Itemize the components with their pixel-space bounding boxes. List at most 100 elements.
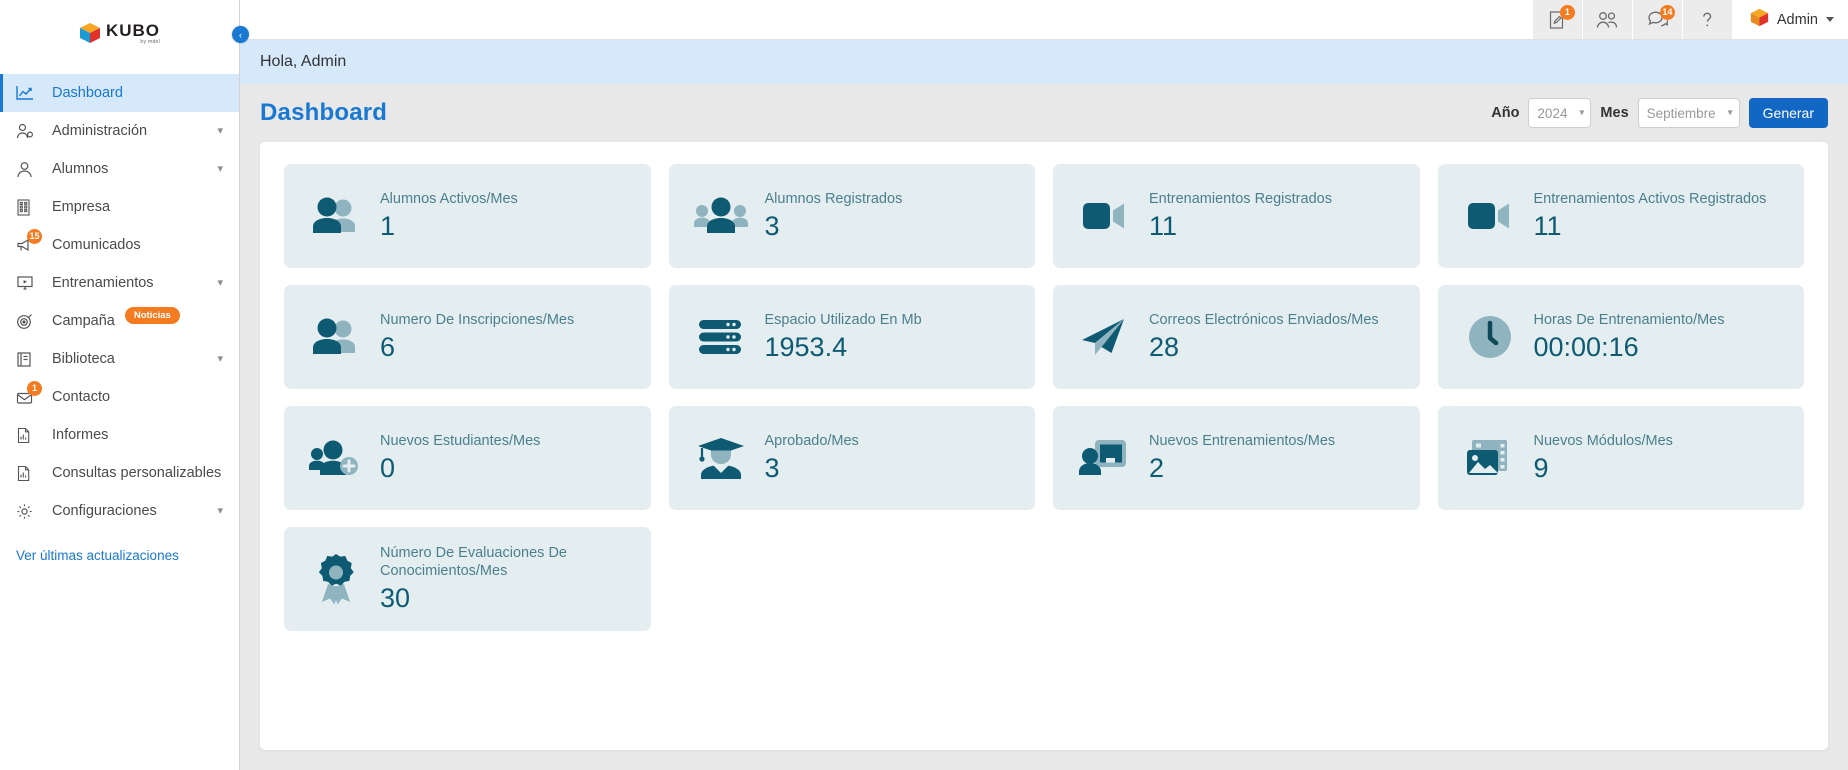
stat-card-label: Numero De Inscripciones/Mes <box>380 312 575 329</box>
note-edit-icon-button[interactable]: 1 <box>1531 0 1582 39</box>
sidebar-nav: Dashboard Administración ▾ <box>0 74 239 563</box>
stat-card-value: 1 <box>380 210 396 241</box>
sidebar-item-label: Administración <box>52 123 148 139</box>
month-label: Mes <box>1600 105 1629 121</box>
stat-card-alumnos-registrados[interactable]: Alumnos Registrados 3 <box>668 164 1035 268</box>
chevron-down-icon[interactable]: ▾ <box>217 352 223 365</box>
stat-card-value: 9 <box>1533 452 1549 483</box>
stat-card-espacio-utilizado-en-mb[interactable]: Espacio Utilizado En Mb 1953.4 <box>668 285 1035 389</box>
chevron-down-icon[interactable]: ▾ <box>217 504 223 517</box>
stat-card-value: 1953.4 <box>764 331 848 362</box>
top-bar: 1 14 <box>240 0 1848 40</box>
media-image-icon <box>1454 428 1526 488</box>
year-select[interactable]: 2024 <box>1528 98 1592 128</box>
people-add-icon <box>300 428 372 488</box>
stat-card-placeholder <box>669 527 1036 631</box>
video-camera-icon <box>1069 186 1141 246</box>
stat-card-horas-de-entrenamiento-mes[interactable]: Horas De Entrenamiento/Mes 00:00:16 <box>1437 285 1804 389</box>
sidebar-item-administracion[interactable]: Administración ▾ <box>0 112 239 150</box>
month-select[interactable]: Septiembre <box>1637 98 1740 128</box>
group-people-icon <box>685 186 757 246</box>
stat-card-value: 2 <box>1149 452 1165 483</box>
stat-card-label: Nuevos Módulos/Mes <box>1533 433 1673 450</box>
sidebar-item-comunicados[interactable]: 15 Comunicados <box>0 226 239 264</box>
stat-card-entrenamientos-registrados[interactable]: Entrenamientos Registrados 11 <box>1053 164 1420 268</box>
sidebar-item-label: Dashboard <box>52 85 123 101</box>
sidebar-item-campana[interactable]: Campaña Noticias <box>0 302 239 340</box>
sidebar-item-configuraciones[interactable]: Configuraciones ▾ <box>0 492 239 530</box>
stat-card-label: Nuevos Entrenamientos/Mes <box>1149 433 1336 450</box>
stat-card-label: Nuevos Estudiantes/Mes <box>380 433 541 450</box>
envelope-icon: 1 <box>16 381 42 407</box>
stat-card-label: Alumnos Activos/Mes <box>380 191 518 208</box>
sidebar-collapse-button[interactable]: ‹ <box>232 26 249 43</box>
chevron-down-icon[interactable]: ▾ <box>217 162 223 175</box>
user-gear-icon <box>16 121 38 141</box>
sidebar-item-consultas-personalizables[interactable]: Consultas personalizables <box>0 454 239 492</box>
megaphone-icon: 15 <box>16 229 42 255</box>
stat-card-alumnos-activos-mes[interactable]: Alumnos Activos/Mes 1 <box>284 164 651 268</box>
sidebar-item-label: Biblioteca <box>52 351 115 367</box>
kubo-cube-icon <box>79 22 101 44</box>
report-file-icon <box>16 463 38 483</box>
sidebar-item-empresa[interactable]: Empresa <box>0 188 239 226</box>
paper-plane-icon <box>1069 307 1141 367</box>
stat-card-numero-de-evaluaciones-de-conocimientos-mes[interactable]: Número De Evaluaciones De Conocimientos/… <box>284 527 651 631</box>
chat-bubble-icon-button[interactable]: 14 <box>1631 0 1682 39</box>
gear-icon <box>16 501 38 521</box>
stat-card-nuevos-entrenamientos-mes[interactable]: Nuevos Entrenamientos/Mes 2 <box>1053 406 1420 510</box>
user-icon <box>16 159 38 179</box>
sidebar-item-label: Alumnos <box>52 161 109 177</box>
stat-card-label: Aprobado/Mes <box>764 433 859 450</box>
user-menu[interactable]: Admin <box>1731 0 1848 39</box>
stat-card-placeholder <box>1053 527 1420 631</box>
stat-card-entrenamientos-activos-registrados[interactable]: Entrenamientos Activos Registrados 11 <box>1437 164 1804 268</box>
help-question-icon-button[interactable] <box>1681 0 1732 39</box>
stat-card-label: Correos Electrónicos Enviados/Mes <box>1149 312 1379 329</box>
sidebar-updates-link[interactable]: Ver últimas actualizaciones <box>16 548 179 563</box>
server-stack-icon <box>685 307 757 367</box>
stat-card-value: 11 <box>1533 210 1562 241</box>
sidebar-item-contacto[interactable]: 1 Contacto <box>0 378 239 416</box>
sidebar-item-biblioteca[interactable]: Biblioteca ▾ <box>0 340 239 378</box>
sidebar-item-informes[interactable]: Informes <box>0 416 239 454</box>
stat-card-value: 30 <box>380 582 411 613</box>
brand-logo[interactable]: KUBO by mdel <box>0 0 239 60</box>
sidebar-badge: 1 <box>27 381 42 396</box>
chevron-down-icon <box>1826 17 1834 22</box>
clock-icon <box>1454 307 1526 367</box>
sidebar-item-label: Contacto <box>52 389 111 405</box>
two-people-icon <box>300 186 372 246</box>
stat-card-numero-de-inscripciones-mes[interactable]: Numero De Inscripciones/Mes 6 <box>284 285 651 389</box>
sidebar-badge: 15 <box>27 229 42 244</box>
stat-card-value: 11 <box>1149 210 1178 241</box>
sidebar-item-dashboard[interactable]: Dashboard <box>0 74 239 112</box>
sidebar-item-label: Campaña <box>52 313 115 329</box>
presentation-person-icon <box>1069 428 1141 488</box>
target-icon <box>16 311 38 331</box>
sidebar-item-label: Consultas personalizables <box>52 465 222 481</box>
stat-card-value: 3 <box>764 210 780 241</box>
year-label: Año <box>1491 105 1520 121</box>
dashboard-filters: Año 2024 Mes Septiembre Generar <box>1491 98 1828 128</box>
sidebar-item-entrenamientos[interactable]: Entrenamientos ▾ <box>0 264 239 302</box>
chart-line-icon <box>16 83 38 103</box>
chevron-down-icon[interactable]: ▾ <box>217 124 223 137</box>
content-area: Alumnos Activos/Mes 1 <box>240 142 1848 770</box>
sidebar-item-label: Entrenamientos <box>52 275 154 291</box>
stat-card-label: Número De Evaluaciones De Conocimientos/… <box>380 545 567 580</box>
sidebar-item-label: Informes <box>52 427 109 443</box>
sidebar-item-alumnos[interactable]: Alumnos ▾ <box>0 150 239 188</box>
stat-card-label: Entrenamientos Activos Registrados <box>1533 191 1767 208</box>
chevron-down-icon[interactable]: ▾ <box>217 276 223 289</box>
topbar-badge: 1 <box>1559 5 1575 20</box>
two-people-icon <box>300 307 372 367</box>
stat-card-aprobado-mes[interactable]: Aprobado/Mes 3 <box>668 406 1035 510</box>
stat-card-nuevos-modulos-mes[interactable]: Nuevos Módulos/Mes 9 <box>1437 406 1804 510</box>
users-icon-button[interactable] <box>1581 0 1632 39</box>
generate-button[interactable]: Generar <box>1748 98 1828 128</box>
stat-card-correos-electronicos-enviados-mes[interactable]: Correos Electrónicos Enviados/Mes 28 <box>1053 285 1420 389</box>
award-ribbon-icon <box>300 549 372 609</box>
stat-card-nuevos-estudiantes-mes[interactable]: Nuevos Estudiantes/Mes 0 <box>284 406 651 510</box>
